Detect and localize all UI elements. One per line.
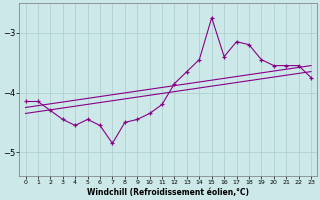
X-axis label: Windchill (Refroidissement éolien,°C): Windchill (Refroidissement éolien,°C): [87, 188, 249, 197]
